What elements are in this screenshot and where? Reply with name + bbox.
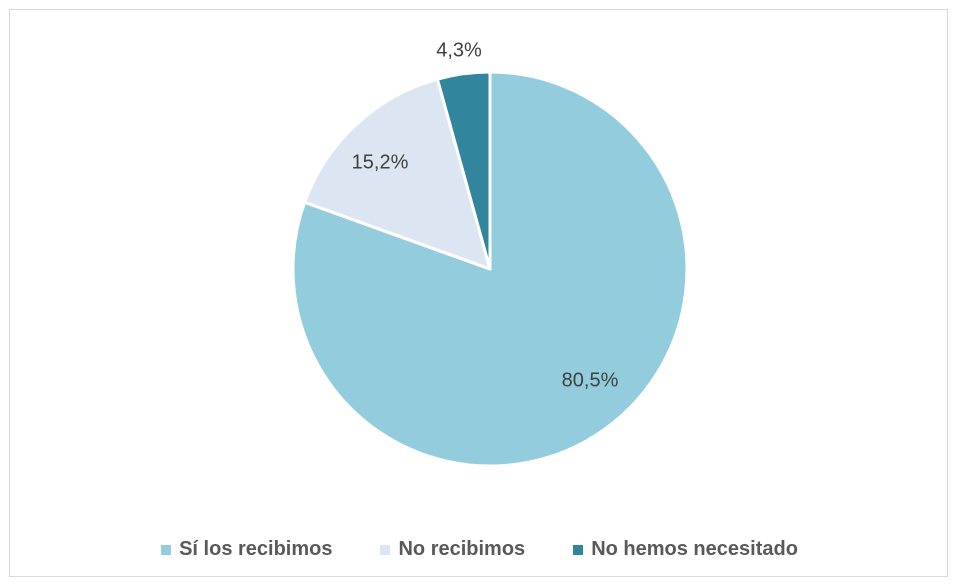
legend-swatch-no-recibimos <box>380 544 391 555</box>
data-label-si-los-recibimos: 80,5% <box>562 369 619 391</box>
legend-swatch-si-los-recibimos <box>161 544 172 555</box>
legend-item-no-recibimos: No recibimos <box>380 538 525 561</box>
legend: Sí los recibimos No recibimos No hemos n… <box>0 538 959 561</box>
data-label-no-hemos-necesitado: 4,3% <box>436 39 482 61</box>
legend-label-no-recibimos: No recibimos <box>398 538 526 560</box>
legend-label-no-hemos-necesitado: No hemos necesitado <box>591 538 798 560</box>
data-labels: 80,5% 15,2% 4,3% <box>352 39 619 391</box>
legend-swatch-no-hemos-necesitado <box>573 544 584 555</box>
legend-item-no-hemos-necesitado: No hemos necesitado <box>573 538 798 561</box>
slice-no-recibimos <box>303 77 492 271</box>
data-label-no-recibimos: 15,2% <box>352 151 409 173</box>
slice-no-hemos-necesitado <box>435 70 492 271</box>
legend-label-si-los-recibimos: Sí los recibimos <box>179 538 333 560</box>
pie-slices <box>291 70 689 468</box>
slice-si-los-recibimos <box>291 70 689 468</box>
legend-item-si-los-recibimos: Sí los recibimos <box>161 538 332 561</box>
